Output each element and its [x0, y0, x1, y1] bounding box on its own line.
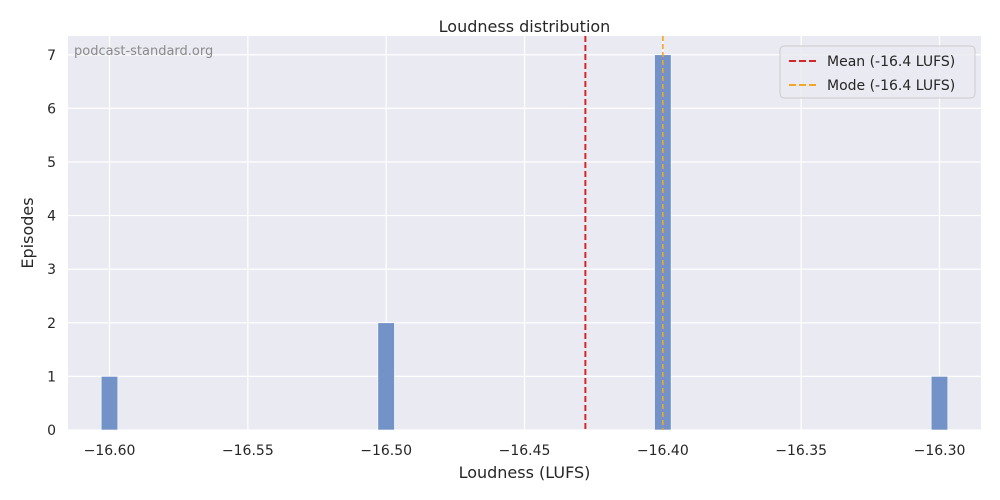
- x-tick-label: −16.45: [499, 443, 551, 459]
- x-tick-label: −16.30: [914, 443, 966, 459]
- grid: [68, 36, 981, 431]
- y-tick-label: 2: [47, 316, 56, 332]
- y-axis-ticks: 0 1 2 3 4 5 6 7: [47, 48, 56, 439]
- x-tick-label: −16.55: [222, 443, 274, 459]
- reference-lines: [584, 36, 664, 430]
- histogram-bar: [100, 376, 119, 431]
- histogram-bars: [100, 54, 949, 431]
- legend: Mean (-16.4 LUFS) Mode (-16.4 LUFS): [779, 45, 976, 99]
- y-axis-label: Episodes: [18, 197, 37, 268]
- x-tick-label: −16.60: [84, 443, 136, 459]
- chart-title: Loudness distribution: [439, 17, 611, 36]
- watermark-text: podcast-standard.org: [74, 44, 213, 59]
- histogram-bar: [930, 376, 949, 431]
- y-tick-label: 3: [47, 262, 56, 278]
- x-tick-label: −16.50: [360, 443, 412, 459]
- histogram-bar: [377, 322, 395, 431]
- y-tick-label: 6: [47, 101, 56, 117]
- y-tick-label: 1: [47, 369, 56, 385]
- x-tick-label: −16.40: [637, 443, 689, 459]
- x-tick-label: −16.35: [775, 443, 827, 459]
- legend-label: Mean (-16.4 LUFS): [827, 54, 955, 70]
- y-tick-label: 7: [47, 48, 56, 64]
- x-axis-label: Loudness (LUFS): [459, 463, 591, 482]
- legend-label: Mode (-16.4 LUFS): [827, 78, 955, 94]
- y-tick-label: 4: [47, 209, 56, 225]
- y-tick-label: 5: [47, 155, 56, 171]
- y-tick-label: 0: [47, 423, 56, 439]
- legend-box: [779, 45, 976, 99]
- x-axis-ticks: −16.60 −16.55 −16.50 −16.45 −16.40 −16.35 −16.…: [84, 443, 966, 459]
